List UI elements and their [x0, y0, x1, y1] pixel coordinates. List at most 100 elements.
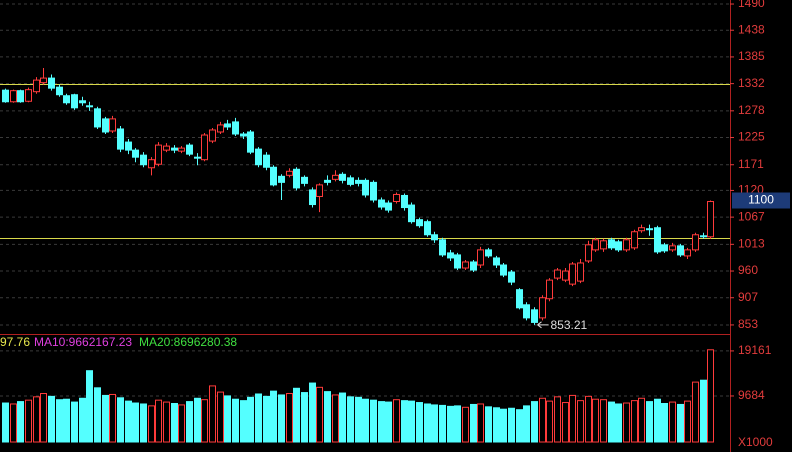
candle-body	[339, 173, 346, 181]
volume-bar	[600, 399, 607, 443]
candle-body	[48, 77, 55, 89]
candle-body	[324, 179, 331, 183]
volume-bar	[117, 397, 124, 443]
volume-bar	[408, 400, 415, 443]
candle-body	[638, 227, 645, 232]
candle-body	[454, 254, 461, 269]
volume-bar	[324, 391, 331, 443]
volume-bar	[40, 393, 47, 443]
volume-bar	[332, 394, 339, 443]
candle-body	[194, 156, 201, 159]
volume-bar	[684, 400, 691, 443]
volume-bar	[86, 370, 93, 443]
volume-bar	[707, 349, 714, 443]
candle-body	[117, 128, 124, 150]
y-tick-label: 1171	[738, 157, 764, 171]
candle-body	[385, 202, 392, 211]
candle-body	[370, 181, 377, 201]
y-tick-label: 1332	[738, 76, 765, 90]
volume-bar	[623, 402, 630, 443]
candle-body	[669, 245, 676, 251]
volume-bar	[485, 406, 492, 443]
candle-body	[661, 244, 668, 252]
candle-body	[25, 89, 32, 102]
volume-bar	[562, 402, 569, 443]
candle-body	[332, 174, 339, 180]
candle-body	[33, 79, 40, 93]
candle-body	[263, 154, 270, 168]
candle-body	[293, 168, 300, 189]
volume-unit: X1000	[738, 435, 773, 449]
candle-body	[40, 77, 47, 84]
candle-body	[477, 249, 484, 266]
volume-bar	[301, 392, 308, 443]
volume-bar	[56, 399, 63, 443]
volume-bar	[500, 408, 507, 443]
candle-body	[631, 231, 638, 249]
candle-body	[531, 309, 538, 323]
candle-body	[378, 199, 385, 208]
candle-body	[677, 245, 684, 256]
candle-body	[408, 204, 415, 223]
y-tick-label: 1385	[738, 49, 765, 63]
y-tick-label: 960	[738, 263, 758, 277]
volume-bar	[309, 382, 316, 443]
candle-body	[577, 262, 584, 282]
candle-body	[485, 249, 492, 257]
candle-body	[109, 118, 116, 132]
candle-body	[523, 304, 530, 319]
candle-body	[462, 261, 469, 269]
volume-bar	[370, 399, 377, 443]
candle-body	[393, 193, 400, 203]
candle-body	[316, 184, 323, 197]
volume-bar	[71, 401, 78, 443]
volume-bar	[523, 405, 530, 443]
volume-bar	[638, 397, 645, 443]
volume-bar	[171, 402, 178, 443]
candle-body	[132, 149, 139, 158]
volume-bar	[94, 387, 101, 443]
candle-body	[102, 118, 109, 133]
low-annotation: 853.21	[551, 318, 588, 332]
last-price-box	[732, 192, 790, 209]
volume-bar	[79, 397, 86, 443]
volume-bar	[224, 395, 231, 443]
candle-body	[615, 241, 622, 251]
volume-bar	[109, 393, 116, 443]
volume-bar	[278, 394, 285, 443]
y-tick-label: 19161	[738, 343, 772, 357]
volume-bar	[247, 396, 254, 443]
candle-body	[424, 221, 431, 236]
candle-body	[224, 123, 231, 128]
candle-body	[86, 105, 93, 108]
volume-bar	[2, 402, 9, 443]
last-price-label: 1100	[748, 193, 774, 207]
candle-body	[309, 189, 316, 206]
candle-body	[654, 227, 661, 253]
volume-bar	[48, 395, 55, 443]
candle-body	[493, 257, 500, 266]
volume-bar	[63, 398, 70, 443]
volume-bar	[416, 402, 423, 443]
candle-body	[278, 175, 285, 183]
y-tick-label: 1067	[738, 209, 765, 223]
volume-bar	[232, 398, 239, 443]
candle-body	[71, 94, 78, 109]
volume-bar	[10, 403, 17, 443]
candle-body	[608, 239, 615, 249]
candle-body	[439, 239, 446, 256]
candle-body	[2, 89, 9, 103]
candle-body	[79, 100, 86, 104]
volume-bar	[569, 394, 576, 443]
y-tick-label: 1013	[738, 237, 765, 251]
candle-body	[17, 90, 24, 103]
volume-bar	[347, 396, 354, 443]
volume-bar	[293, 387, 300, 443]
volume-bar	[155, 399, 162, 443]
volume-bar	[286, 393, 293, 443]
y-tick-label: 853	[738, 317, 758, 331]
volume-bar	[615, 403, 622, 443]
volume-bar	[454, 405, 461, 443]
candle-body	[270, 166, 277, 186]
